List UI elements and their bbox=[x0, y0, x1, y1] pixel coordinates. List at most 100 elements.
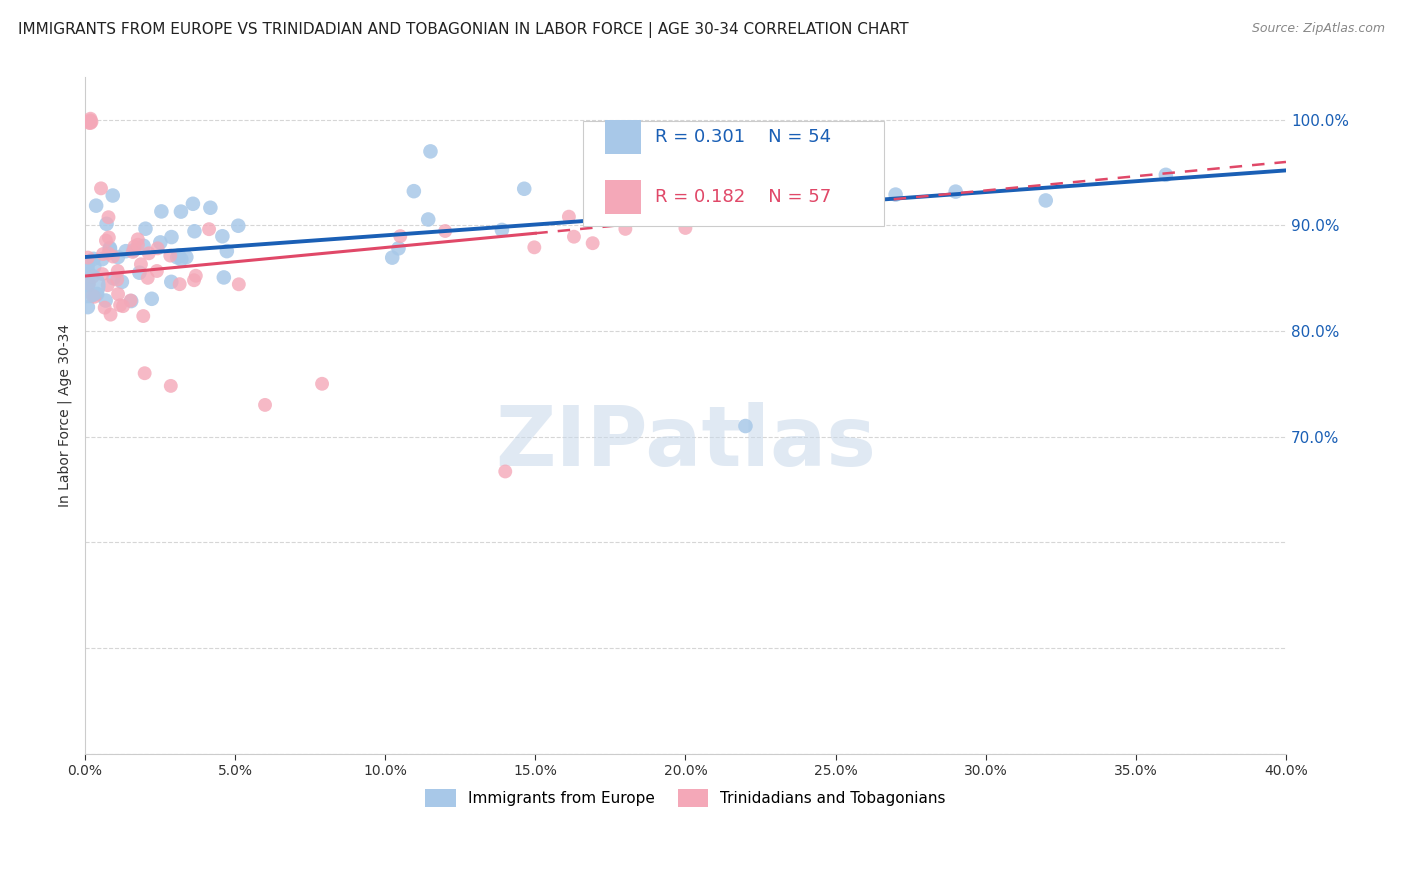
Point bbox=[79, 116, 101, 130]
Point bbox=[159, 379, 181, 393]
Point bbox=[83, 290, 105, 304]
Point bbox=[169, 277, 191, 292]
Point bbox=[77, 300, 100, 314]
Point bbox=[94, 234, 117, 248]
Point bbox=[945, 185, 967, 199]
Point bbox=[160, 230, 183, 244]
Point bbox=[82, 288, 104, 302]
Point bbox=[167, 248, 190, 262]
Point bbox=[215, 244, 238, 259]
Point bbox=[181, 196, 204, 211]
Point bbox=[136, 271, 159, 285]
Point bbox=[120, 293, 142, 308]
Point bbox=[83, 260, 105, 274]
Text: IMMIGRANTS FROM EUROPE VS TRINIDADIAN AND TOBAGONIAN IN LABOR FORCE | AGE 30-34 : IMMIGRANTS FROM EUROPE VS TRINIDADIAN AN… bbox=[18, 22, 908, 38]
Point bbox=[562, 229, 585, 244]
Point bbox=[170, 252, 193, 267]
FancyBboxPatch shape bbox=[605, 120, 641, 153]
Point bbox=[97, 246, 120, 260]
Point bbox=[132, 309, 155, 323]
Point bbox=[108, 298, 131, 312]
Point bbox=[77, 251, 100, 265]
Point bbox=[132, 239, 155, 253]
Point bbox=[107, 287, 129, 301]
Point bbox=[93, 301, 115, 315]
Point bbox=[389, 229, 412, 244]
Point bbox=[884, 187, 907, 202]
Point bbox=[387, 241, 409, 255]
Point bbox=[79, 113, 101, 128]
FancyBboxPatch shape bbox=[583, 121, 883, 227]
Point bbox=[582, 236, 605, 251]
Point bbox=[84, 199, 107, 213]
Point bbox=[77, 278, 100, 293]
Point bbox=[138, 246, 160, 260]
Point bbox=[170, 204, 193, 219]
Point bbox=[212, 270, 235, 285]
Point bbox=[176, 250, 198, 264]
Point bbox=[614, 222, 637, 236]
Point bbox=[673, 221, 696, 235]
Point bbox=[82, 269, 104, 284]
Text: ZIPatlas: ZIPatlas bbox=[495, 402, 876, 483]
Point bbox=[83, 252, 105, 266]
Point bbox=[149, 235, 172, 250]
Point bbox=[226, 219, 249, 233]
Point bbox=[91, 247, 114, 261]
Point bbox=[105, 272, 128, 286]
Point bbox=[129, 257, 152, 271]
Point bbox=[434, 224, 457, 238]
Point bbox=[111, 299, 134, 313]
Point bbox=[311, 376, 333, 391]
Point bbox=[491, 223, 513, 237]
Point bbox=[402, 184, 425, 198]
Point bbox=[418, 212, 440, 227]
Point bbox=[211, 229, 233, 244]
Point bbox=[77, 277, 100, 291]
Point bbox=[198, 222, 221, 236]
Point bbox=[127, 232, 149, 246]
Text: Source: ZipAtlas.com: Source: ZipAtlas.com bbox=[1251, 22, 1385, 36]
Point bbox=[824, 174, 846, 188]
Point bbox=[494, 465, 516, 479]
Point bbox=[120, 294, 142, 309]
Point bbox=[79, 114, 101, 128]
Point bbox=[200, 201, 222, 215]
Point bbox=[100, 308, 122, 322]
Point bbox=[127, 237, 149, 252]
Point bbox=[103, 271, 125, 285]
Point bbox=[134, 366, 156, 380]
Point bbox=[86, 287, 108, 301]
Point bbox=[111, 275, 134, 289]
Point bbox=[77, 278, 100, 293]
Point bbox=[381, 251, 404, 265]
Point bbox=[183, 273, 205, 287]
Point bbox=[160, 275, 183, 289]
Point bbox=[97, 211, 120, 225]
Point bbox=[184, 268, 207, 283]
Point bbox=[97, 278, 120, 293]
Point bbox=[94, 293, 117, 308]
Text: R = 0.301    N = 54: R = 0.301 N = 54 bbox=[655, 128, 831, 146]
Point bbox=[98, 242, 121, 256]
Point bbox=[166, 251, 188, 265]
Point bbox=[77, 258, 100, 272]
Point bbox=[228, 277, 250, 292]
Point bbox=[1035, 194, 1057, 208]
FancyBboxPatch shape bbox=[605, 180, 641, 214]
Y-axis label: In Labor Force | Age 30-34: In Labor Force | Age 30-34 bbox=[58, 324, 72, 507]
Point bbox=[115, 244, 138, 259]
Point bbox=[77, 263, 100, 277]
Point bbox=[128, 266, 150, 280]
Point bbox=[581, 193, 603, 207]
Point bbox=[79, 112, 101, 126]
Point bbox=[558, 210, 581, 224]
Point bbox=[141, 292, 163, 306]
Point bbox=[90, 181, 112, 195]
Point bbox=[96, 217, 118, 231]
Point bbox=[122, 244, 145, 258]
Point bbox=[107, 250, 129, 264]
Point bbox=[254, 398, 277, 412]
Point bbox=[523, 240, 546, 254]
Point bbox=[146, 264, 169, 278]
